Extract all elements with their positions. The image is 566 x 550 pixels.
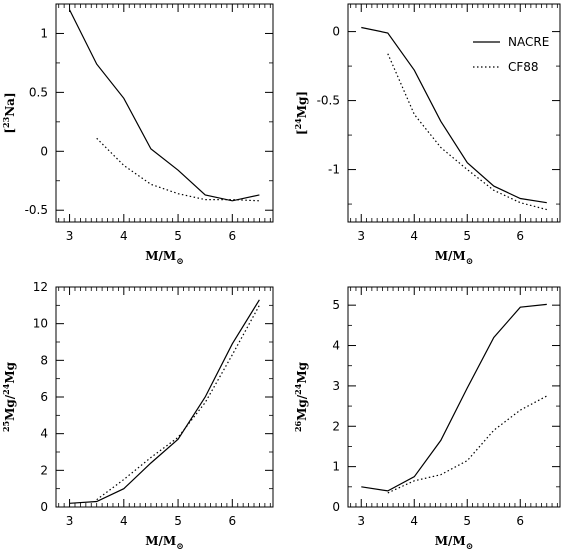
x-tick-label: 4: [120, 229, 128, 243]
y-tick-label: 8: [40, 353, 48, 367]
y-tick-label: 4: [332, 339, 340, 353]
y-tick-label: 0: [40, 500, 48, 514]
y-tick-label: 3: [332, 379, 340, 393]
y-tick-label: 0: [332, 500, 340, 514]
chart-panel-1: 3 4 5 6 -0.5 0 0.5 1 M/M⊙ [23Na]: [1, 3, 274, 267]
legend-label-nacre: NACRE: [508, 35, 549, 49]
x-tick-label: 3: [357, 514, 365, 528]
series-line-cf88: [387, 53, 547, 211]
y-tick-label: -0.5: [317, 94, 340, 108]
y-tick-label: -1: [328, 163, 340, 177]
x-tick-label: 4: [410, 514, 418, 528]
y-tick-label: 0: [40, 144, 48, 158]
x-tick-label: 6: [228, 514, 236, 528]
plot-frame: [55, 286, 274, 508]
y-axis-label: [24Mg]: [293, 91, 309, 135]
plot-frame: [347, 3, 561, 223]
y-axis-label: 26Mg/24Mg: [293, 361, 309, 432]
y-tick-label: 2: [40, 463, 48, 477]
series-line-nacre: [361, 303, 547, 492]
series-line-cf88: [96, 305, 260, 501]
x-tick-label: 3: [66, 514, 74, 528]
y-tick-label: 0.5: [29, 85, 48, 99]
x-tick-label: 6: [228, 229, 236, 243]
x-tick-label: 5: [174, 514, 182, 528]
series-line-cf88: [387, 395, 548, 494]
y-tick-label: -0.5: [25, 203, 48, 217]
chart-panel-3: 3 4 5 6 0 2 4 6 8 10 12 M/M⊙ 25Mg/24Mg: [1, 280, 274, 550]
y-axis-label: [23Na]: [1, 92, 17, 133]
series-line-nacre: [69, 299, 260, 504]
x-tick-label: 6: [516, 229, 524, 243]
x-tick-label: 4: [410, 229, 418, 243]
x-axis-label: M/M⊙: [145, 249, 184, 267]
y-tick-label: 4: [40, 427, 48, 441]
x-axis-label: M/M⊙: [145, 534, 184, 550]
y-tick-label: 1: [40, 26, 48, 40]
chart-panel-2: 3 4 5 6 -1 -0.5 0 M/M⊙ [24Mg] NACRE CF88: [293, 3, 561, 267]
x-tick-label: 3: [357, 229, 365, 243]
y-tick-label: 5: [332, 298, 340, 312]
legend: NACRE CF88: [473, 35, 549, 74]
series-line-nacre: [69, 9, 260, 202]
legend-label-cf88: CF88: [508, 60, 539, 74]
y-tick-label: 10: [33, 317, 48, 331]
x-tick-label: 5: [463, 514, 471, 528]
x-tick-label: 3: [66, 229, 74, 243]
series-line-nacre: [361, 26, 547, 204]
y-tick-label: 12: [33, 280, 48, 294]
y-axis-label: 25Mg/24Mg: [1, 361, 17, 432]
y-tick-label: 6: [40, 390, 48, 404]
plot-frame: [347, 286, 561, 508]
x-tick-label: 5: [463, 229, 471, 243]
x-axis-label: M/M⊙: [435, 249, 474, 267]
plot-frame: [55, 3, 274, 223]
y-tick-label: 1: [332, 460, 340, 474]
x-tick-label: 5: [174, 229, 182, 243]
chart-panel-4: 3 4 5 6 0 1 2 3 4 5 M/M⊙ 26Mg/24Mg: [293, 286, 561, 550]
series-line-cf88: [96, 137, 260, 202]
x-axis-label: M/M⊙: [435, 534, 474, 550]
x-tick-label: 6: [516, 514, 524, 528]
y-tick-label: 2: [332, 419, 340, 433]
y-tick-label: 0: [332, 25, 340, 39]
x-tick-label: 4: [120, 514, 128, 528]
